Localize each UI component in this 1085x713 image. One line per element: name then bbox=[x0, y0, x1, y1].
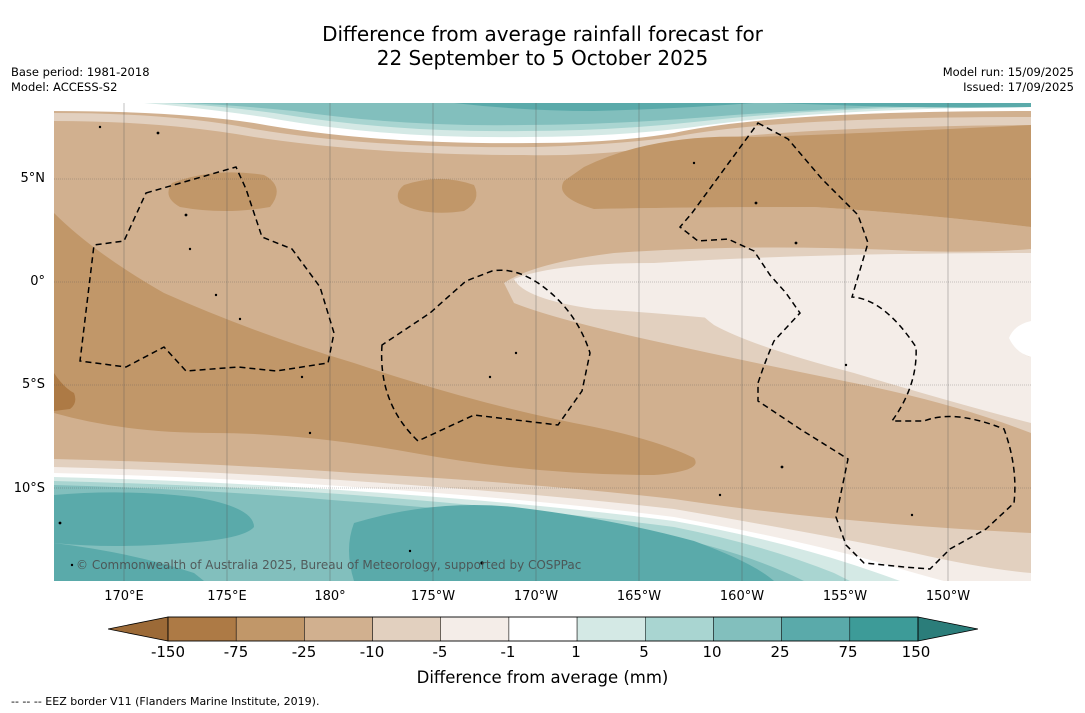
north-wet-25 bbox=[184, 103, 984, 126]
colorbar-tick: 1 bbox=[571, 643, 581, 661]
colorbar-segment bbox=[645, 616, 714, 642]
lon-tick-label: 170°E bbox=[104, 589, 144, 604]
lon-tick-label: 155°W bbox=[822, 589, 868, 604]
colorbar-segment bbox=[440, 616, 510, 642]
colorbar-segment bbox=[781, 616, 851, 642]
eez-borders bbox=[79, 122, 1016, 570]
blob-dry-2 bbox=[397, 179, 477, 213]
colorbar-label: Difference from average (mm) bbox=[416, 668, 669, 687]
lat-tick-label: 5°S bbox=[21, 377, 45, 392]
lon-tick-label: 175°W bbox=[410, 589, 456, 604]
meta-right: Model run: 15/09/2025 Issued: 17/09/2025 bbox=[943, 65, 1074, 95]
colorbar-tick: -150 bbox=[150, 643, 186, 661]
colorbar-tick: 150 bbox=[901, 643, 931, 661]
islands bbox=[58, 125, 914, 567]
colorbar-segment bbox=[235, 616, 305, 642]
colorbar-tick: -75 bbox=[223, 643, 249, 661]
west-dry-75 bbox=[54, 373, 76, 411]
issued-date: Issued: 17/09/2025 bbox=[963, 80, 1074, 94]
colorbar-tick: 5 bbox=[639, 643, 649, 661]
colorbar-segments bbox=[167, 616, 919, 642]
colorbar-tick: 10 bbox=[702, 643, 722, 661]
east-near-normal bbox=[1009, 321, 1031, 357]
lat-tick-label: 5°N bbox=[20, 171, 46, 186]
colorbar-tick: -1 bbox=[500, 643, 516, 661]
colorbar-segment bbox=[576, 616, 646, 642]
map-canvas bbox=[54, 103, 1031, 581]
colorbar bbox=[108, 616, 978, 642]
model-name: Model: ACCESS-S2 bbox=[11, 80, 118, 94]
colorbar-tick: 75 bbox=[838, 643, 858, 661]
east-dry-1b bbox=[691, 255, 1031, 423]
east-dry-25 bbox=[562, 125, 1031, 227]
colorbar-tick: 25 bbox=[770, 643, 790, 661]
lon-tick-label: 160°W bbox=[719, 589, 765, 604]
map-title: Difference from average rainfall forecas… bbox=[0, 22, 1085, 70]
lon-tick-label: 150°W bbox=[925, 589, 971, 604]
colorbar-tick: -25 bbox=[291, 643, 317, 661]
eez-footnote: -- -- -- EEZ border V11 (Flanders Marine… bbox=[11, 695, 320, 708]
colorbar-segment bbox=[849, 616, 919, 642]
title-line-2: 22 September to 5 October 2025 bbox=[376, 46, 709, 70]
lon-tick-label: 180° bbox=[314, 589, 346, 604]
north-dry-1 bbox=[54, 113, 1031, 156]
lon-tick-label: 165°W bbox=[616, 589, 662, 604]
base-period: Base period: 1981-2018 bbox=[11, 65, 150, 79]
copyright-notice: © Commonwealth of Australia 2025, Bureau… bbox=[76, 558, 582, 572]
colorbar-segment bbox=[167, 616, 237, 642]
south-wet-75-sw bbox=[54, 543, 204, 581]
west-dry-25 bbox=[54, 213, 696, 475]
south-wet-75-west bbox=[54, 492, 254, 546]
lat-tick-label: 10°S bbox=[13, 481, 45, 496]
lat-tick-label: 0° bbox=[30, 274, 45, 289]
lon-tick-label: 175°E bbox=[207, 589, 247, 604]
model-run: Model run: 15/09/2025 bbox=[942, 65, 1074, 79]
south-wet-75-central bbox=[349, 505, 774, 581]
colorbar-tick: -5 bbox=[432, 643, 448, 661]
colorbar-frame bbox=[167, 616, 919, 642]
rainfall-map: © Commonwealth of Australia 2025, Bureau… bbox=[54, 103, 1031, 581]
colorbar-segment bbox=[713, 616, 782, 642]
colorbar-extend-low bbox=[108, 616, 169, 642]
north-wet-75 bbox=[454, 103, 754, 111]
graticule bbox=[54, 103, 1031, 581]
colorbar-segment bbox=[372, 616, 441, 642]
colorbar-segment bbox=[508, 616, 578, 642]
lon-tick-label: 170°W bbox=[513, 589, 559, 604]
colorbar-tick: -10 bbox=[359, 643, 385, 661]
title-line-1: Difference from average rainfall forecas… bbox=[322, 22, 763, 46]
meta-left: Base period: 1981-2018 Model: ACCESS-S2 bbox=[11, 65, 150, 95]
colorbar-extend-high bbox=[917, 616, 978, 642]
east-dry-10 bbox=[594, 207, 1031, 249]
colorbar-segment bbox=[304, 616, 373, 642]
north-wet-75-east bbox=[774, 103, 1031, 108]
